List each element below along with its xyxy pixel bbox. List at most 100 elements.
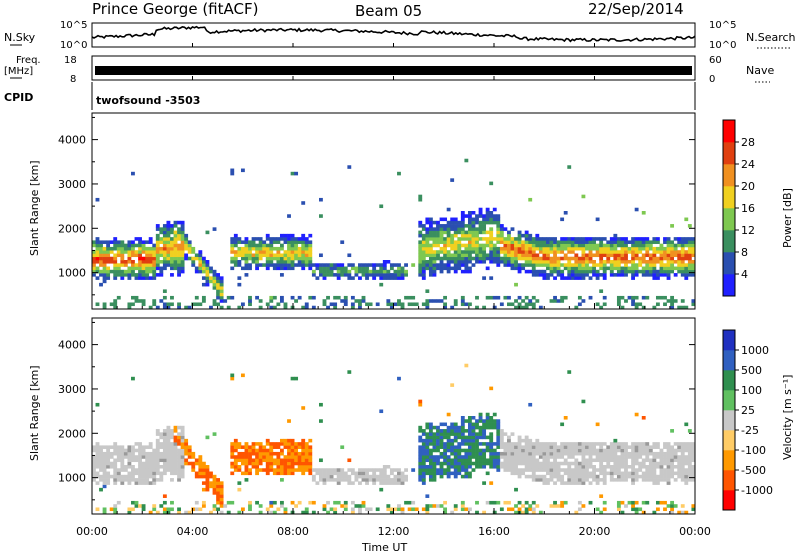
power-cell — [453, 246, 458, 251]
velocity-cell — [184, 510, 189, 514]
velocity-cell — [499, 442, 504, 446]
power-cell — [549, 266, 554, 271]
velocity-cell — [670, 451, 675, 456]
power-cell — [450, 260, 455, 264]
power-cell — [446, 250, 451, 254]
power-cell — [616, 302, 621, 307]
power-cell — [503, 263, 508, 267]
velocity-cell — [191, 451, 196, 456]
velocity-cell — [138, 474, 142, 479]
power-cell — [467, 230, 472, 235]
velocity-cell — [131, 468, 135, 472]
velocity-cell — [265, 468, 270, 472]
velocity-cell — [641, 461, 646, 466]
power-cell — [478, 220, 483, 225]
power-cell — [127, 266, 132, 271]
power-cell — [138, 253, 142, 258]
power-cell — [290, 266, 295, 271]
power-cell — [414, 302, 419, 307]
velocity-cell — [358, 507, 362, 512]
velocity-cell — [631, 455, 635, 459]
velocity-cell — [684, 445, 689, 449]
power-cell — [425, 263, 430, 267]
velocity-cell — [230, 471, 235, 476]
velocity-cell — [535, 438, 540, 443]
power-cell — [489, 276, 494, 280]
power-cell — [99, 253, 103, 258]
power-cell — [499, 246, 504, 251]
power-cell — [460, 211, 465, 215]
power-cell — [492, 217, 497, 222]
velocity-cell — [645, 500, 650, 505]
velocity-cell — [116, 500, 121, 505]
power-cell — [265, 246, 270, 251]
power-cell — [549, 299, 554, 303]
power-cell — [655, 260, 660, 264]
velocity-cell — [652, 461, 657, 466]
power-cell — [95, 266, 100, 271]
power-cell — [170, 237, 174, 241]
velocity-cell — [655, 465, 660, 469]
velocity-cell — [563, 458, 568, 463]
velocity-cell — [421, 478, 426, 482]
power-cell — [155, 273, 160, 277]
power-cell — [290, 243, 295, 248]
velocity-cell — [106, 478, 111, 482]
power-cell — [106, 273, 111, 277]
power-cell — [467, 224, 472, 228]
freq-label-2: [MHz] — [4, 66, 33, 77]
velocity-cell — [606, 448, 611, 453]
power-cell — [131, 295, 135, 300]
power-cell — [184, 240, 189, 244]
velocity-cell — [528, 451, 533, 456]
velocity-cell — [460, 438, 465, 443]
velocity-cell — [684, 510, 689, 514]
power-cell — [226, 295, 231, 300]
power-cell — [127, 250, 132, 254]
velocity-cell — [652, 445, 657, 449]
velocity-cell — [138, 445, 142, 449]
power-ylabel: Slant Range [km] — [28, 160, 41, 256]
velocity-cell — [467, 419, 472, 423]
velocity-cell — [485, 442, 490, 446]
velocity-cell — [436, 461, 440, 466]
velocity-cell — [230, 442, 235, 446]
velocity-cell — [443, 451, 448, 456]
power-cell — [546, 240, 550, 244]
power-cell — [304, 260, 309, 264]
power-cell — [475, 227, 479, 231]
power-cell — [205, 269, 210, 274]
power-cell — [581, 250, 586, 254]
power-cell — [599, 289, 604, 293]
velocity-cell — [453, 474, 458, 479]
power-cell — [432, 263, 437, 267]
velocity-cell — [574, 442, 579, 446]
nave-label: Nave — [746, 64, 774, 77]
velocity-cell — [120, 481, 125, 485]
velocity-cell — [432, 461, 437, 466]
velocity-cell — [453, 451, 458, 456]
velocity-cell — [230, 373, 235, 378]
power-cell — [400, 305, 405, 309]
velocity-cell — [428, 435, 433, 440]
power-cell — [141, 246, 146, 251]
velocity-cell — [141, 465, 146, 469]
velocity-cell — [606, 461, 611, 466]
power-cell — [599, 273, 604, 277]
velocity-cell — [560, 448, 565, 453]
velocity-cell — [301, 438, 306, 443]
power-cell — [634, 295, 639, 300]
velocity-cell — [602, 448, 607, 453]
velocity-cell — [209, 484, 213, 489]
power-cell — [155, 246, 160, 251]
power-cell — [503, 295, 508, 300]
colorbar-segment — [723, 120, 735, 143]
power-cell — [177, 269, 181, 274]
velocity-cell — [311, 500, 316, 505]
power-cell — [499, 227, 504, 231]
velocity-cell — [240, 507, 245, 512]
power-cell — [691, 266, 695, 271]
velocity-cell — [450, 471, 455, 476]
velocity-cell — [290, 461, 295, 466]
velocity-cell — [489, 448, 494, 453]
